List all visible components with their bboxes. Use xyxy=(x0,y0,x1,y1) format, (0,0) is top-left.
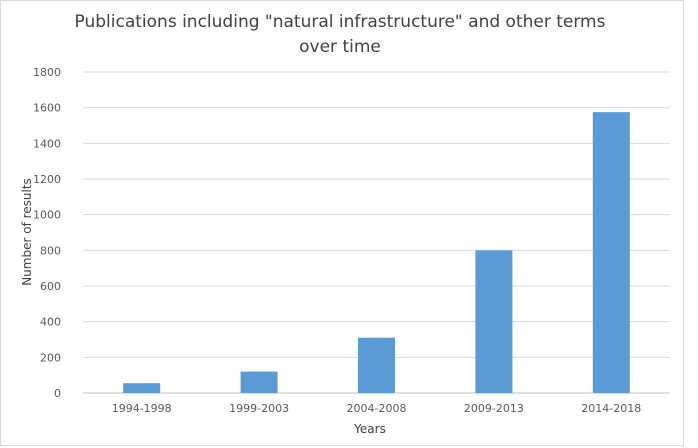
bar xyxy=(358,337,395,393)
chart-title: Publications including "natural infrastr… xyxy=(74,12,606,57)
x-tick-label: 2009-2013 xyxy=(464,402,524,415)
x-tick-label: 2014-2018 xyxy=(581,402,641,415)
bar xyxy=(592,112,630,393)
y-tick-label: 600 xyxy=(40,280,61,293)
y-tick-label: 400 xyxy=(40,316,61,329)
y-tick-label: 1000 xyxy=(33,209,61,222)
y-tick-label: 1600 xyxy=(33,102,61,115)
bar xyxy=(475,250,513,393)
bar xyxy=(240,371,278,393)
y-tick-label: 1400 xyxy=(33,137,61,150)
x-tick-label: 1994-1998 xyxy=(112,402,172,415)
y-tick-label: 1800 xyxy=(33,66,61,79)
x-tick-labels: 1994-1998 1999-2003 2004-2008 2009-2013 2014… xyxy=(112,402,642,415)
y-axis-title: Number of results xyxy=(20,178,34,286)
y-tick-label: 800 xyxy=(40,244,61,257)
y-tick-label: 200 xyxy=(40,351,61,364)
x-tick-label: 2004-2008 xyxy=(347,402,407,415)
bars xyxy=(123,112,630,393)
gridlines xyxy=(83,71,670,394)
y-tick-label: 0 xyxy=(54,387,61,400)
x-axis-title: Years xyxy=(353,422,386,436)
chart-frame xyxy=(0,0,684,446)
y-tick-label: 1200 xyxy=(33,173,61,186)
bar xyxy=(123,383,161,393)
y-tick-labels: 0 200 400 600 800 1000 1200 1400 1600 1800 xyxy=(33,66,61,400)
x-tick-label: 1999-2003 xyxy=(229,402,289,415)
